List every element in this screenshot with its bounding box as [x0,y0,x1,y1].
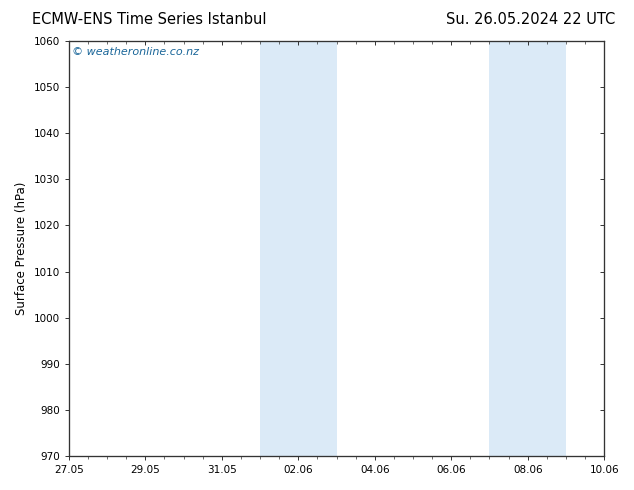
Text: Su. 26.05.2024 22 UTC: Su. 26.05.2024 22 UTC [446,12,615,27]
Y-axis label: Surface Pressure (hPa): Surface Pressure (hPa) [15,182,28,315]
Bar [489,41,566,456]
Text: © weatheronline.co.nz: © weatheronline.co.nz [72,47,198,57]
Bar [260,41,337,456]
Text: ECMW-ENS Time Series Istanbul: ECMW-ENS Time Series Istanbul [32,12,266,27]
